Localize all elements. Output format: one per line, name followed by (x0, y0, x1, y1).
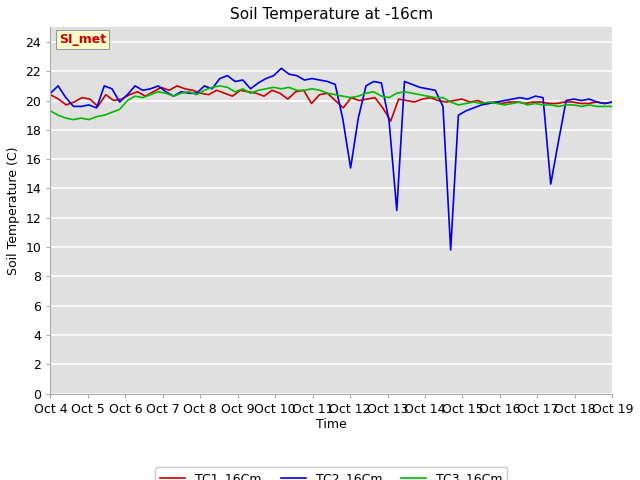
TC1_16Cm (47, 92, 54, 97)
TC3_16Cm (177, 90, 185, 96)
TC1_16Cm (125, 92, 133, 97)
TC3_16Cm (378, 93, 385, 99)
TC3_16Cm (246, 90, 254, 96)
TC1_16Cm (442, 99, 450, 105)
TC3_16Cm (216, 83, 223, 89)
TC2_16Cm (231, 79, 239, 84)
TC2_16Cm (362, 83, 370, 89)
TC2_16Cm (278, 65, 285, 71)
TC1_16Cm (371, 95, 379, 100)
Title: Soil Temperature at -16cm: Soil Temperature at -16cm (230, 7, 433, 22)
TC1_16Cm (419, 96, 426, 102)
Line: TC2_16Cm: TC2_16Cm (51, 68, 612, 250)
Legend: TC1_16Cm, TC2_16Cm, TC3_16Cm: TC1_16Cm, TC2_16Cm, TC3_16Cm (156, 467, 508, 480)
TC2_16Cm (447, 247, 454, 253)
TC2_16Cm (170, 93, 177, 99)
Line: TC3_16Cm: TC3_16Cm (51, 86, 612, 120)
Line: TC1_16Cm: TC1_16Cm (51, 86, 612, 121)
Y-axis label: Soil Temperature (C): Soil Temperature (C) (7, 146, 20, 275)
TC1_16Cm (173, 83, 181, 89)
TC3_16Cm (170, 93, 177, 99)
TC2_16Cm (162, 89, 170, 95)
TC2_16Cm (47, 90, 54, 96)
TC1_16Cm (609, 99, 616, 105)
TC3_16Cm (609, 104, 616, 109)
TC1_16Cm (387, 118, 394, 124)
TC3_16Cm (570, 102, 578, 108)
TC2_16Cm (570, 96, 578, 102)
TC1_16Cm (244, 89, 252, 95)
TC3_16Cm (370, 89, 378, 95)
TC3_16Cm (47, 108, 54, 114)
TC2_16Cm (370, 79, 378, 84)
TC3_16Cm (70, 117, 77, 122)
TC2_16Cm (609, 99, 616, 105)
TC1_16Cm (577, 101, 584, 107)
X-axis label: Time: Time (316, 419, 347, 432)
Text: SI_met: SI_met (59, 33, 106, 46)
